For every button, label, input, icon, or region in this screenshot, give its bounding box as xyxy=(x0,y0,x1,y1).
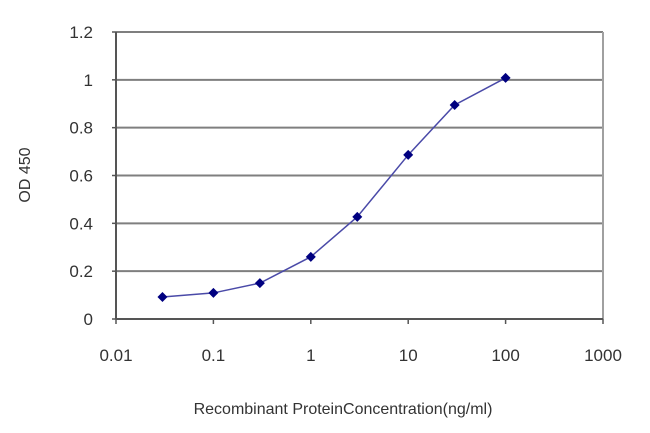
y-tick-label: 0.6 xyxy=(69,167,93,186)
series-line xyxy=(162,77,506,298)
x-tick-label: 1000 xyxy=(584,346,622,365)
gridlines xyxy=(116,31,603,273)
y-tick-label: 0.8 xyxy=(69,119,93,138)
diamond-marker xyxy=(352,211,363,222)
y-tick-label: 0 xyxy=(84,310,93,329)
diamond-marker xyxy=(449,99,460,110)
y-tick-label: 1 xyxy=(84,71,93,90)
diamond-marker xyxy=(305,251,316,262)
y-axis-title: OD 450 xyxy=(17,147,34,202)
x-tick-label: 1 xyxy=(306,346,315,365)
y-axis-ticks: 0 0.2 0.4 0.6 0.8 1 1.2 xyxy=(69,23,116,329)
y-tick-label: 0.4 xyxy=(69,214,93,233)
diamond-marker xyxy=(254,278,265,289)
x-axis-title: Recombinant ProteinConcentration(ng/ml) xyxy=(194,401,493,418)
x-tick-label: 0.1 xyxy=(202,346,226,365)
y-tick-label: 1.2 xyxy=(69,23,93,42)
diamond-marker xyxy=(500,72,511,83)
x-tick-label: 10 xyxy=(399,346,418,365)
diamond-marker xyxy=(403,149,414,160)
x-tick-label: 100 xyxy=(491,346,519,365)
y-tick-label: 0.2 xyxy=(69,262,93,281)
diamond-marker xyxy=(208,287,219,298)
x-axis-ticks: 0.01 0.1 1 10 100 1000 xyxy=(99,319,622,365)
diamond-marker xyxy=(157,291,168,302)
x-tick-label: 0.01 xyxy=(99,346,132,365)
data-series xyxy=(157,72,511,302)
